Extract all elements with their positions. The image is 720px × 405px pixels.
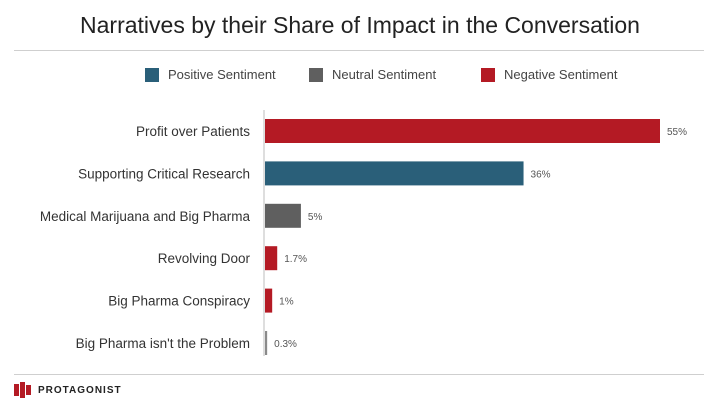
legend-label-neutral: Neutral Sentiment [332, 67, 437, 82]
value-label: 0.3% [274, 339, 297, 350]
category-label: Big Pharma Conspiracy [108, 294, 250, 309]
legend-label-positive: Positive Sentiment [168, 67, 276, 82]
category-label: Profit over Patients [136, 124, 250, 139]
value-label: 55% [667, 127, 687, 138]
legend-swatch-neutral [309, 67, 323, 82]
category-label: Revolving Door [158, 251, 251, 266]
bar [265, 331, 268, 355]
bar [265, 203, 301, 228]
category-label: Supporting Critical Research [78, 166, 250, 181]
chart-legend: Positive Sentiment Neutral Sentiment Neg… [0, 67, 720, 85]
category-label: Big Pharma isn't the Problem [76, 336, 250, 351]
bar [265, 119, 660, 143]
legend-swatch-negative [481, 67, 495, 82]
value-label: 1.7% [284, 254, 307, 265]
value-label: 5% [308, 212, 323, 223]
legend-item-positive: Positive Sentiment [145, 67, 276, 82]
category-label: Medical Marijuana and Big Pharma [40, 209, 251, 224]
bar [265, 246, 278, 271]
legend-item-neutral: Neutral Sentiment [309, 67, 436, 82]
legend-label-negative: Negative Sentiment [504, 67, 618, 82]
protagonist-logo: PROTAGONIST [14, 382, 122, 398]
bar [265, 288, 273, 313]
legend-item-negative: Negative Sentiment [481, 67, 617, 82]
bar [265, 161, 524, 186]
protagonist-logo-text: PROTAGONIST [38, 384, 122, 396]
footer-divider [14, 374, 704, 375]
value-label: 1% [279, 297, 294, 308]
legend-swatch-positive [145, 67, 159, 82]
chart-title: Narratives by their Share of Impact in t… [80, 12, 640, 38]
value-label: 36% [531, 169, 551, 180]
title-divider [14, 50, 704, 51]
protagonist-logo-icon [14, 382, 31, 398]
